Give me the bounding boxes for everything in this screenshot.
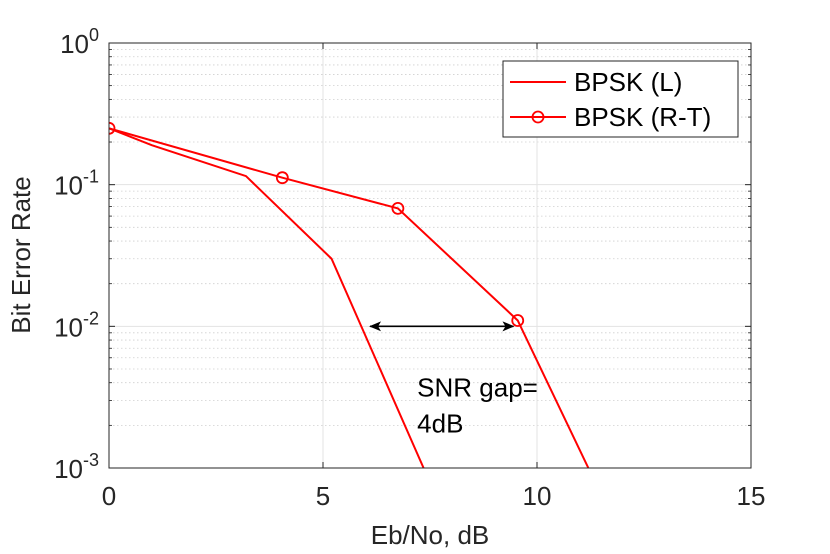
plot-frame xyxy=(108,42,752,469)
x-tick-label: 0 xyxy=(102,481,116,511)
series-marker-2 xyxy=(109,121,116,135)
x-axis-label: Eb/No, dB xyxy=(371,520,490,550)
y-tick-label: 10-2 xyxy=(54,308,99,342)
y-tick-label: 10-1 xyxy=(54,167,99,201)
snr-gap-label: 4dB xyxy=(417,408,463,438)
series-marker-2 xyxy=(391,201,405,215)
series-line-1 xyxy=(109,127,425,468)
series-marker-2 xyxy=(275,171,289,185)
y-tick-label: 100 xyxy=(60,25,99,59)
y-tick-label: 10-3 xyxy=(54,450,99,484)
x-tick-label: 5 xyxy=(316,481,330,511)
x-tick-label: 10 xyxy=(523,481,552,511)
y-axis-label: Bit Error Rate xyxy=(6,176,36,334)
legend-box xyxy=(502,60,739,138)
x-tick-label: 15 xyxy=(737,481,766,511)
legend-marker xyxy=(531,110,545,124)
legend-label: BPSK (R-T) xyxy=(574,102,711,132)
series-layer xyxy=(109,121,590,468)
annotation-layer: SNR gap= 4dB xyxy=(369,321,538,438)
ticks: 0 5 10 15 100 10-1 10-2 10-3 xyxy=(54,25,765,511)
legend-label: BPSK (L) xyxy=(574,67,682,97)
snr-gap-label: SNR gap= xyxy=(417,372,538,402)
series-marker-2 xyxy=(511,314,525,327)
series-line-2 xyxy=(109,127,590,468)
legend: BPSK (L) BPSK (R-T) xyxy=(502,60,739,138)
